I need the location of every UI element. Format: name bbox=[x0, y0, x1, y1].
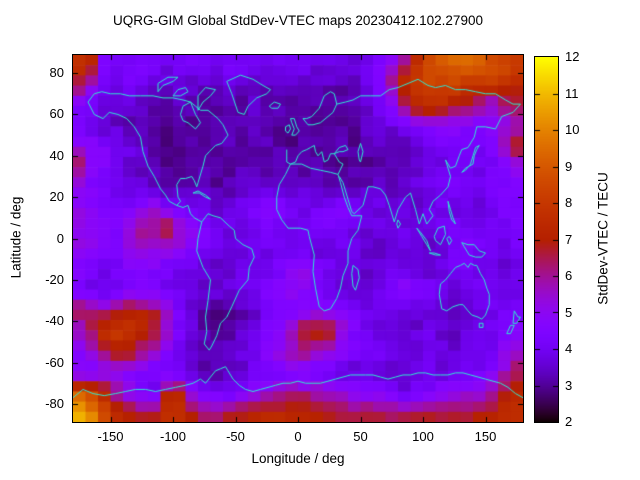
colorbar bbox=[534, 56, 559, 423]
y-tick-label: 60 bbox=[49, 106, 64, 122]
colorbar-tick-label: 6 bbox=[565, 268, 573, 283]
colorbar-tick-label: 12 bbox=[565, 49, 580, 64]
colorbar-canvas bbox=[535, 57, 558, 422]
y-tick-label: -20 bbox=[45, 271, 64, 287]
colorbar-tick-label: 2 bbox=[565, 414, 573, 429]
x-tick-label: -50 bbox=[226, 429, 245, 444]
colorbar-tick-label: 10 bbox=[565, 122, 580, 137]
x-axis-label: Longitude / deg bbox=[251, 451, 345, 466]
x-tick-label: -150 bbox=[97, 429, 124, 444]
chart-title: UQRG-GIM Global StdDev-VTEC maps 2023041… bbox=[113, 13, 483, 28]
y-tick-label: -40 bbox=[45, 313, 64, 329]
y-tick-label: -60 bbox=[45, 354, 64, 370]
y-tick-label: 0 bbox=[56, 230, 64, 246]
colorbar-tick-label: 4 bbox=[565, 341, 573, 356]
heatmap-canvas bbox=[73, 55, 523, 422]
y-tick-label: 40 bbox=[49, 147, 64, 163]
x-tick-label: 0 bbox=[294, 429, 302, 444]
colorbar-tick-label: 8 bbox=[565, 195, 573, 210]
colorbar-tick-label: 9 bbox=[565, 158, 573, 174]
y-tick-label: 20 bbox=[49, 189, 64, 205]
map-plot-area bbox=[72, 54, 524, 423]
x-tick-label: 50 bbox=[353, 429, 368, 444]
colorbar-tick-label: 5 bbox=[565, 304, 573, 320]
x-tick-label: 150 bbox=[474, 429, 497, 444]
x-tick-label: 100 bbox=[412, 429, 434, 444]
y-tick-label: -80 bbox=[45, 395, 64, 411]
y-tick-label: 80 bbox=[49, 65, 64, 81]
x-tick-label: -100 bbox=[159, 429, 187, 444]
colorbar-tick-label: 7 bbox=[565, 231, 573, 247]
colorbar-tick-label: 11 bbox=[565, 85, 579, 101]
colorbar-tick-label: 3 bbox=[565, 377, 573, 393]
